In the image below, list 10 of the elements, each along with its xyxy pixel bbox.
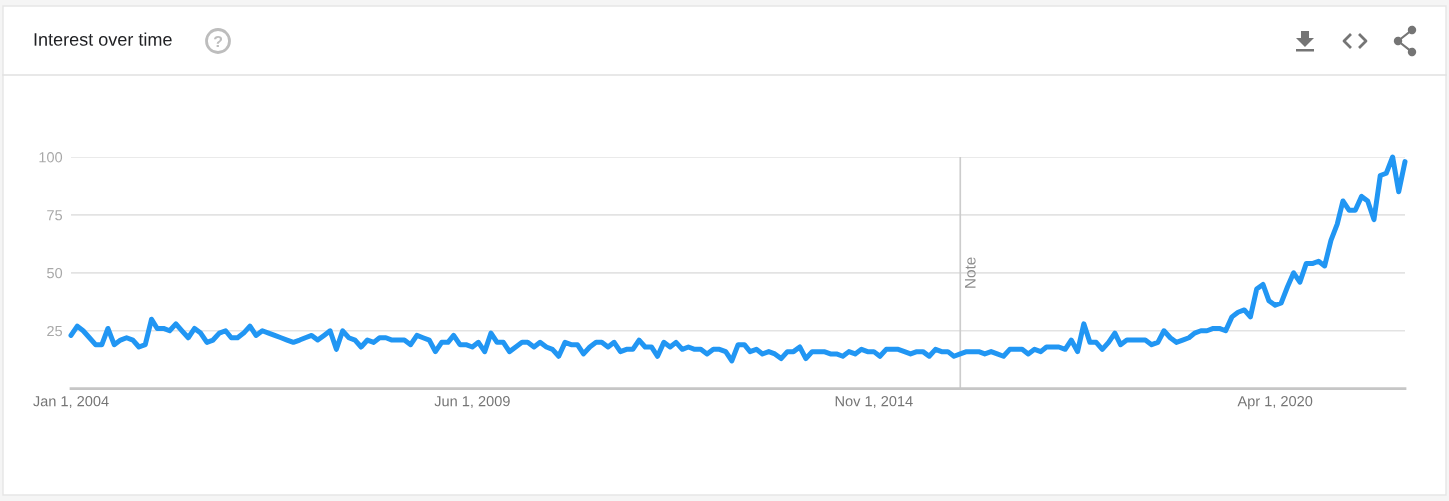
x-tick-label: Jan 1, 2004 — [33, 396, 109, 409]
ref-line-label: Note — [964, 257, 976, 288]
chart-title: Interest over time — [34, 32, 172, 46]
y-tick-label: 100 — [39, 152, 63, 163]
y-tick-label: 50 — [47, 267, 63, 279]
y-tick-label: 75 — [47, 210, 63, 221]
x-tick-label: Nov 1, 2014 — [835, 396, 913, 409]
y-tick-label: 25 — [47, 325, 63, 337]
x-tick-label: Apr 1, 2020 — [1237, 396, 1313, 410]
x-tick-label: Jun 1, 2009 — [434, 396, 510, 409]
